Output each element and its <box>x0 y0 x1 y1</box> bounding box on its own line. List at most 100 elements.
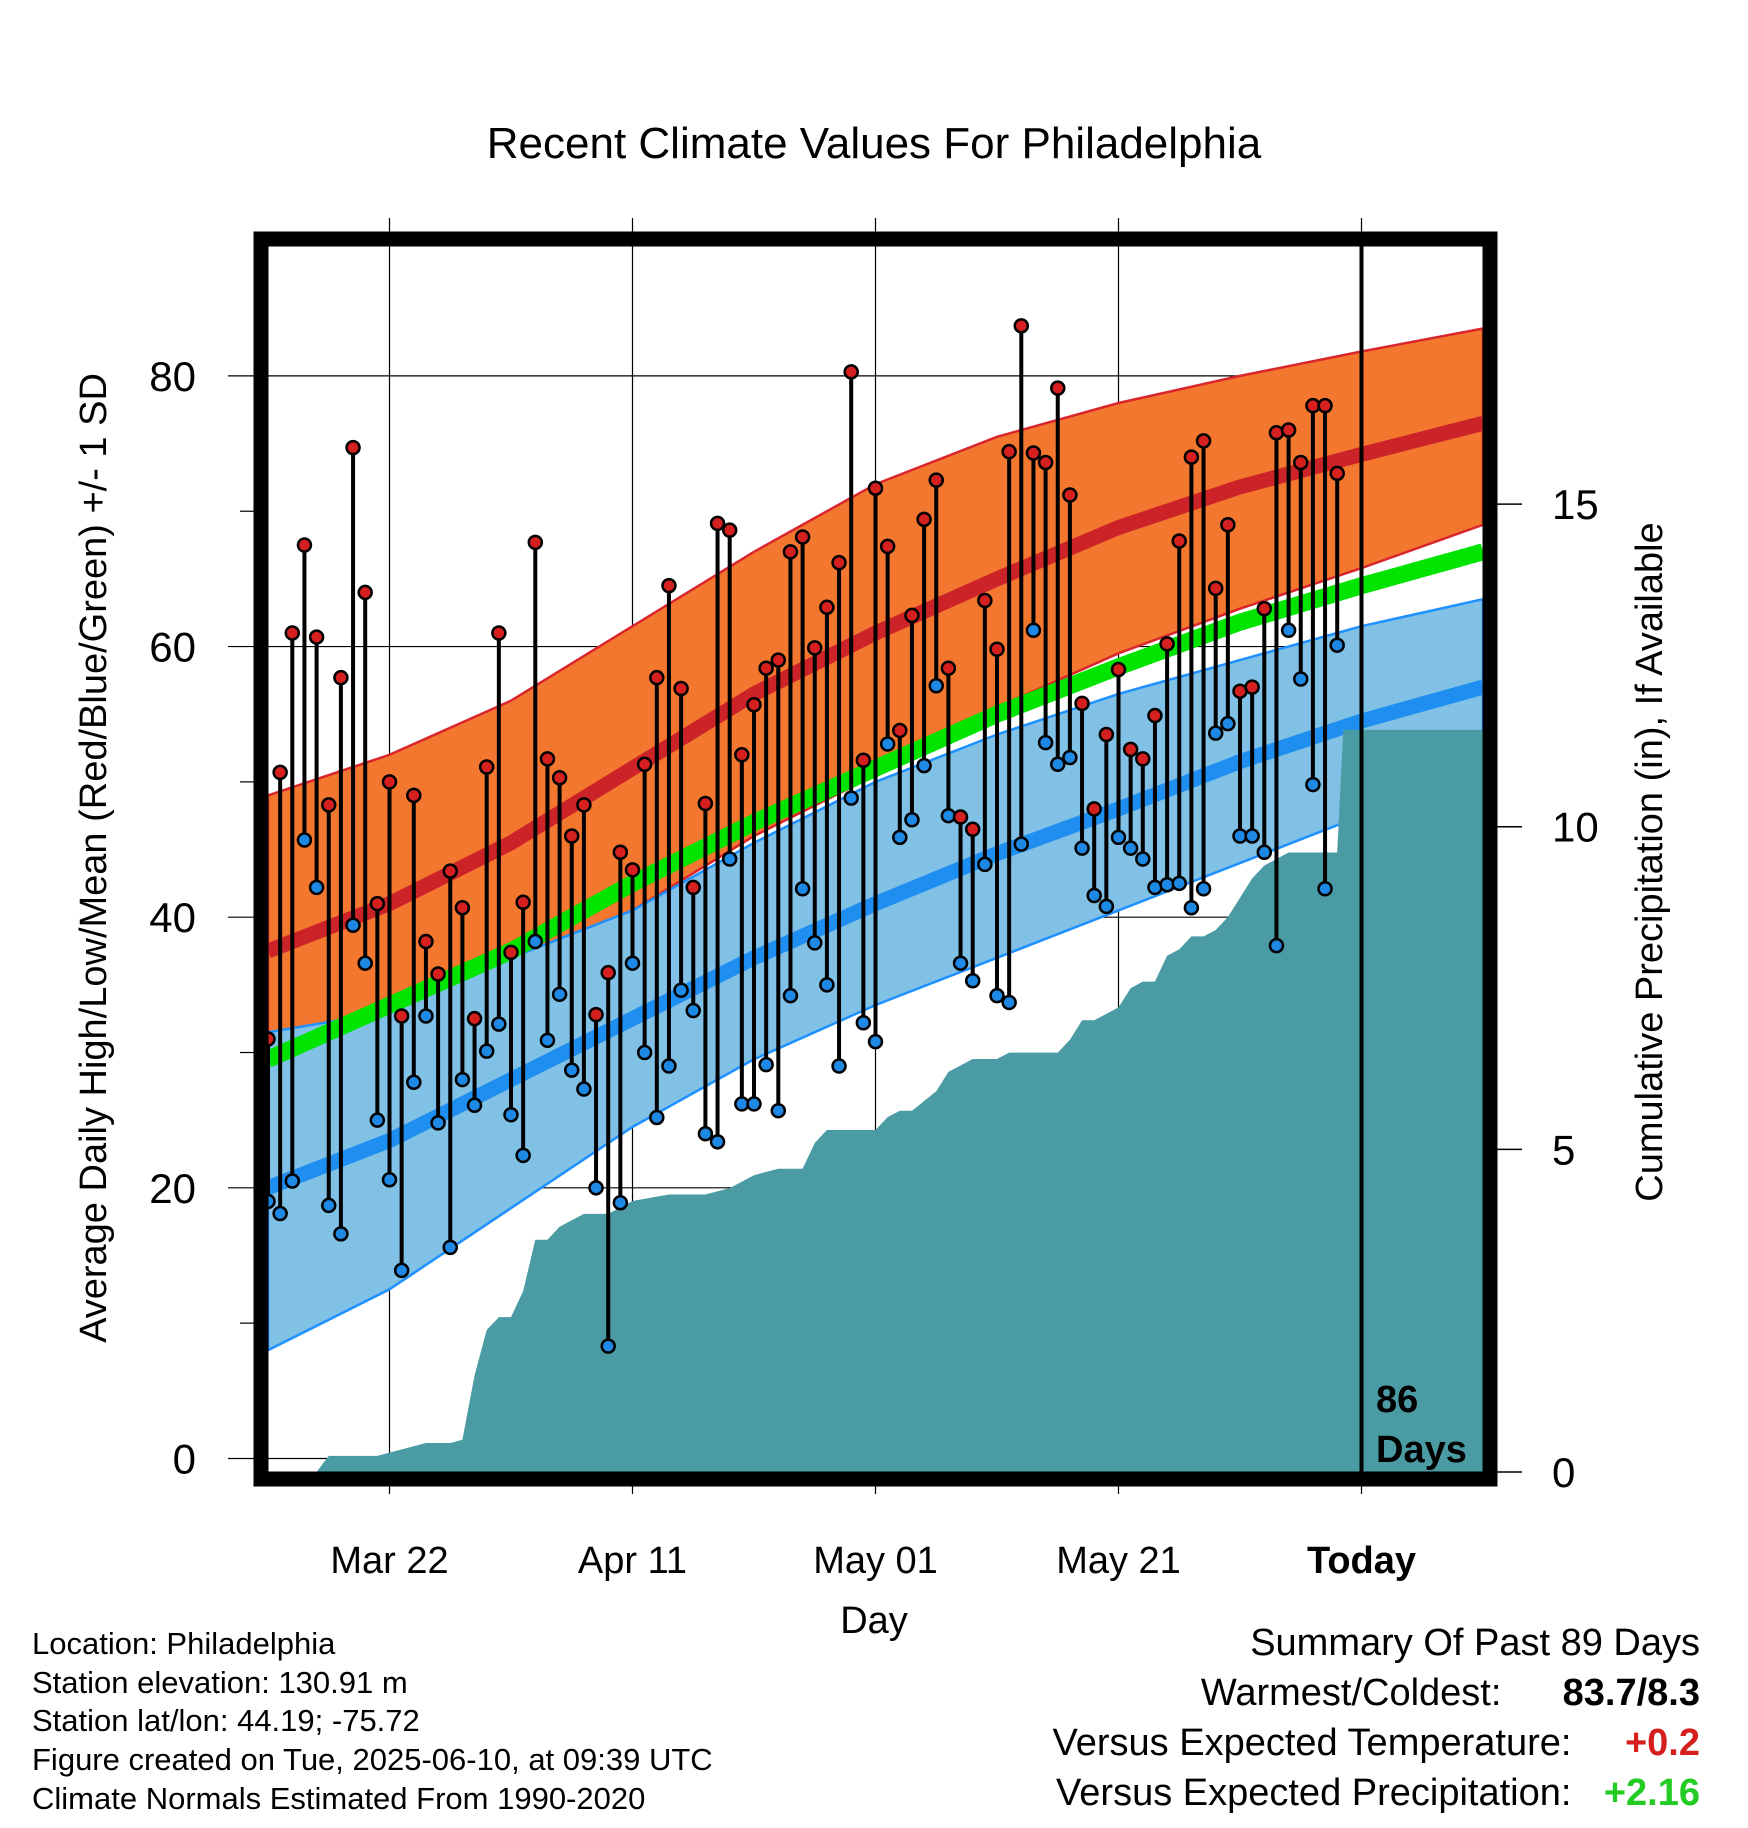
daily-low-point <box>697 1125 714 1142</box>
y-tick-label: 60 <box>149 624 196 671</box>
daily-low-point <box>928 678 944 694</box>
precipitation-area <box>268 729 1483 1472</box>
daily-low-point <box>1135 851 1151 867</box>
daily-high-point <box>503 944 519 961</box>
daily-low-point <box>478 1043 495 1059</box>
daily-low-point <box>782 987 799 1004</box>
daily-high-point <box>794 529 811 545</box>
summary-precip-value: +2.16 <box>1603 1772 1700 1814</box>
daily-low-point <box>576 1081 592 1097</box>
daily-high-point <box>721 522 738 538</box>
daily-low-point <box>551 986 568 1003</box>
daily-low-point <box>1293 671 1309 687</box>
daily-high-point <box>1050 380 1066 396</box>
daily-high-point <box>1268 424 1285 441</box>
y-axis-label-left: Average Daily High/Low/Mean (Red/Blue/Gr… <box>73 373 115 1343</box>
daily-high-point <box>551 770 568 786</box>
daily-low-point <box>466 1097 483 1114</box>
daily-high-point <box>612 844 629 860</box>
daily-low-point <box>1317 881 1333 897</box>
daily-high-point <box>989 641 1005 658</box>
daily-low-point <box>491 1016 507 1032</box>
daily-high-point <box>624 862 641 878</box>
daily-low-point <box>892 829 908 846</box>
daily-high-point <box>1207 580 1224 597</box>
daily-low-point <box>1122 840 1139 856</box>
daily-high-point <box>539 751 556 767</box>
daily-low-point <box>1183 899 1200 916</box>
daily-high-point <box>1001 443 1017 460</box>
daily-high-point <box>308 629 325 645</box>
daily-high-point <box>1220 517 1236 533</box>
daily-high-point <box>916 511 932 528</box>
summary-title: Summary Of Past 89 Days <box>1250 1622 1700 1664</box>
daily-high-point <box>1037 454 1054 471</box>
daily-low-point <box>442 1239 458 1256</box>
precip-tick-label: 0 <box>1552 1449 1575 1496</box>
daily-low-point <box>964 973 981 989</box>
daily-low-point <box>393 1262 410 1279</box>
daily-high-point <box>831 554 847 571</box>
daily-high-point <box>952 809 969 825</box>
daily-low-point <box>904 812 920 828</box>
precip-tick-label: 15 <box>1552 481 1599 528</box>
footer-normals: Climate Normals Estimated From 1990-2020 <box>32 1781 646 1816</box>
daily-high-point <box>697 795 714 812</box>
daily-high-point <box>1293 454 1309 471</box>
daily-low-point <box>418 1008 434 1024</box>
daily-high-point <box>892 722 908 739</box>
daily-low-point <box>661 1058 677 1074</box>
x-tick-label: Today <box>1307 1540 1416 1582</box>
x-tick-label: May 01 <box>813 1540 938 1582</box>
daily-low-point <box>1195 881 1212 897</box>
daily-high-point <box>454 899 471 916</box>
daily-low-point <box>855 1014 872 1031</box>
daily-low-point <box>454 1071 471 1088</box>
daily-low-point <box>1062 749 1078 766</box>
daily-low-point <box>406 1074 422 1091</box>
daily-low-point <box>272 1205 288 1222</box>
x-tick-label: Apr 11 <box>578 1540 687 1582</box>
daily-low-point <box>636 1044 653 1061</box>
daily-high-point <box>515 894 531 911</box>
daily-high-point <box>491 625 507 641</box>
daily-low-point <box>673 982 689 999</box>
summary-precip-label: Versus Expected Precipitation: <box>1056 1772 1572 1814</box>
daily-high-point <box>770 652 787 668</box>
daily-low-point <box>746 1096 762 1112</box>
daily-high-point <box>393 1008 410 1024</box>
daily-low-point <box>503 1107 519 1123</box>
daily-high-point <box>879 538 896 555</box>
daily-low-point <box>515 1147 531 1164</box>
daily-low-point <box>819 977 835 993</box>
daily-low-point <box>1050 756 1066 773</box>
daily-low-point <box>770 1102 787 1119</box>
daily-low-point <box>430 1115 446 1131</box>
daily-low-point <box>1147 879 1163 896</box>
daily-high-point <box>1244 679 1260 695</box>
precip-tick-label: 5 <box>1552 1126 1575 1173</box>
daily-high-point <box>928 472 944 488</box>
daily-high-point <box>345 439 361 456</box>
daily-high-point <box>867 480 884 496</box>
footer-location: Location: Philadelphia <box>32 1626 336 1661</box>
daily-high-point <box>418 933 434 950</box>
days-annotation-label: Days <box>1376 1429 1467 1471</box>
daily-high-point <box>636 756 653 773</box>
daily-high-point <box>1025 445 1042 461</box>
y-tick-label: 40 <box>149 894 196 941</box>
y-tick-label: 80 <box>149 353 196 400</box>
daily-low-point <box>1329 637 1345 653</box>
daily-low-point <box>357 955 373 971</box>
daily-low-point <box>1110 829 1127 846</box>
y-axis-label-right: Cumulative Precipitation (in), If Availa… <box>1629 522 1671 1201</box>
daily-high-point <box>1135 751 1151 767</box>
summary-temp-row: Versus Expected Temperature: +0.2 <box>1053 1718 1700 1768</box>
daily-high-point <box>1195 433 1212 449</box>
daily-high-point <box>1171 533 1187 549</box>
daily-low-point <box>989 987 1005 1004</box>
daily-low-point <box>588 1180 604 1196</box>
daily-high-point <box>843 364 859 380</box>
daily-high-point <box>1074 695 1090 712</box>
